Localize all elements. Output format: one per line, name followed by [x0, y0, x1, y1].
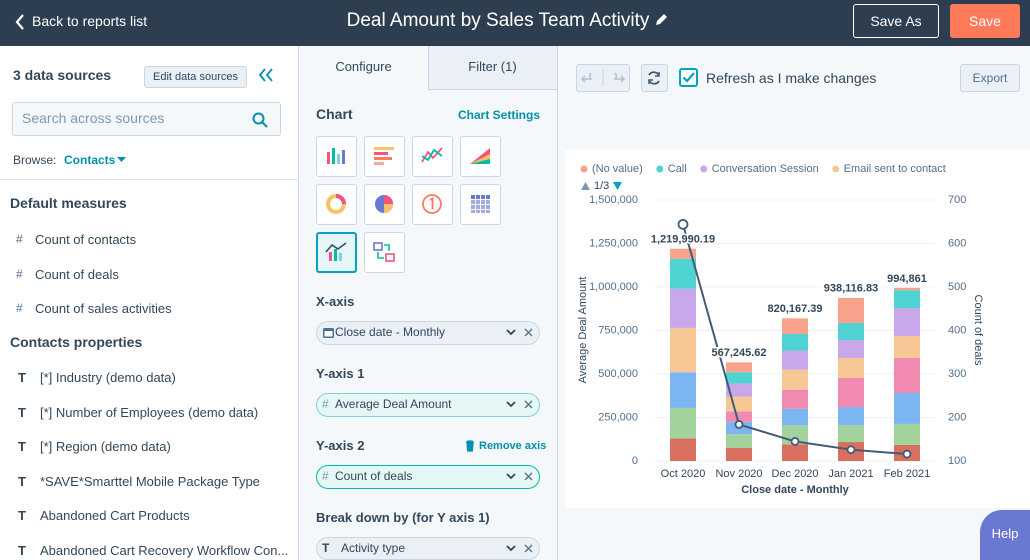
chart-card — [565, 150, 1030, 508]
refresh-checkbox[interactable] — [679, 68, 699, 88]
field-type-icon: T — [18, 404, 26, 420]
tab[interactable]: Filter (1) — [468, 59, 517, 74]
axis-label: Y-axis 2 — [316, 438, 365, 453]
field-item[interactable]: Count of deals — [35, 266, 119, 282]
axis-label: X-axis — [316, 294, 355, 309]
field-type-icon: T — [18, 439, 26, 455]
help-button[interactable]: Help — [980, 510, 1030, 560]
pill-controls[interactable] — [506, 472, 534, 482]
chart-type-option[interactable] — [364, 232, 405, 273]
refresh-button[interactable] — [641, 64, 668, 92]
back-link[interactable]: Back to reports list — [32, 13, 148, 29]
field-item[interactable]: [*] Region (demo data) — [40, 439, 171, 455]
pill-controls[interactable] — [506, 328, 534, 338]
collapse-icon[interactable] — [258, 68, 274, 82]
field-type-icon: T — [18, 473, 26, 489]
section-heading: Default measures — [10, 195, 127, 211]
trash-icon[interactable] — [465, 440, 475, 452]
pill-text: Average Deal Amount — [335, 397, 452, 411]
refresh-icon — [648, 71, 660, 85]
chart-type-option[interactable] — [364, 136, 405, 177]
sources-count: 3 data sources — [13, 67, 112, 83]
divider — [0, 179, 298, 180]
pill-text: Activity type — [341, 541, 406, 555]
field-item[interactable]: Count of contacts — [35, 232, 137, 247]
field-type-icon: # — [16, 232, 23, 246]
field-item[interactable]: [*] Industry (demo data) — [40, 370, 176, 385]
field-pill[interactable] — [316, 321, 540, 345]
pill-icon: # — [322, 469, 329, 483]
pill-icon: # — [322, 397, 329, 411]
back-icon[interactable] — [14, 13, 26, 31]
browse-dropdown[interactable]: Contacts — [64, 153, 116, 167]
chart-type-icon — [422, 194, 442, 214]
search-placeholder: Search across sources — [22, 110, 165, 126]
search-box[interactable] — [12, 102, 281, 136]
field-type-icon: T — [18, 543, 26, 558]
undo-redo-icons — [580, 70, 626, 86]
field-item[interactable]: Abandoned Cart Recovery Workflow Con... — [40, 543, 289, 558]
field-item[interactable]: [*] Number of Employees (demo data) — [40, 404, 259, 420]
tab[interactable]: Configure — [335, 59, 392, 74]
remove-axis-link[interactable]: Remove axis — [479, 440, 547, 452]
browse-label: Browse: — [13, 153, 57, 167]
refresh-label: Refresh as I make changes — [706, 70, 877, 86]
chart-type-icon — [421, 147, 443, 163]
field-item[interactable]: Abandoned Cart Products — [40, 508, 190, 524]
field-pill[interactable] — [316, 393, 540, 417]
export-button[interactable]: Export — [960, 64, 1020, 92]
chart-type-option[interactable] — [316, 136, 357, 177]
chart-type-icon — [326, 194, 346, 214]
dropdown-caret[interactable] — [117, 157, 126, 163]
chart-type-option[interactable] — [412, 184, 453, 225]
chart-type-icon — [374, 147, 394, 165]
pill-controls[interactable] — [506, 400, 534, 410]
pill-icon: T — [322, 541, 330, 555]
chart-type-icon — [373, 242, 395, 262]
section-heading: Contacts properties — [10, 334, 143, 350]
field-item[interactable]: *SAVE*Smarttel Mobile Package Type — [40, 473, 260, 489]
search-icon[interactable] — [252, 112, 268, 128]
field-type-icon: # — [16, 301, 23, 315]
chart-type-icon — [375, 195, 393, 213]
field-type-icon: T — [18, 370, 26, 385]
save-button[interactable]: Save — [950, 4, 1020, 38]
top-bar — [0, 0, 1030, 46]
chart-settings-link[interactable]: Chart Settings — [457, 108, 540, 122]
pill-text: Close date - Monthly — [335, 325, 446, 339]
edit-icon[interactable] — [654, 13, 668, 27]
chart-type-icon — [471, 195, 490, 213]
field-pill[interactable] — [316, 465, 540, 489]
axis-label: Y-axis 1 — [316, 366, 365, 381]
pill-controls[interactable] — [506, 544, 534, 554]
calendar-icon — [323, 328, 334, 338]
chart-type-icon — [327, 148, 345, 164]
field-item[interactable]: Count of sales activities — [35, 301, 172, 316]
chart-type-icon — [325, 242, 347, 261]
field-type-icon: # — [16, 266, 23, 281]
tab-background — [428, 46, 557, 90]
axis-label: Break down by (for Y axis 1) — [316, 510, 490, 525]
chart-type-option[interactable] — [460, 184, 501, 225]
pill-text: Count of deals — [335, 469, 413, 483]
edit-sources-button[interactable]: Edit data sources — [144, 66, 247, 88]
report-title: Deal Amount by Sales Team Activity — [346, 10, 650, 31]
chart-heading: Chart — [316, 106, 353, 122]
save-as-button[interactable]: Save As — [853, 4, 939, 38]
chart-type-icon — [470, 148, 490, 164]
chart-type-option[interactable] — [316, 184, 357, 225]
field-type-icon: T — [18, 508, 26, 524]
